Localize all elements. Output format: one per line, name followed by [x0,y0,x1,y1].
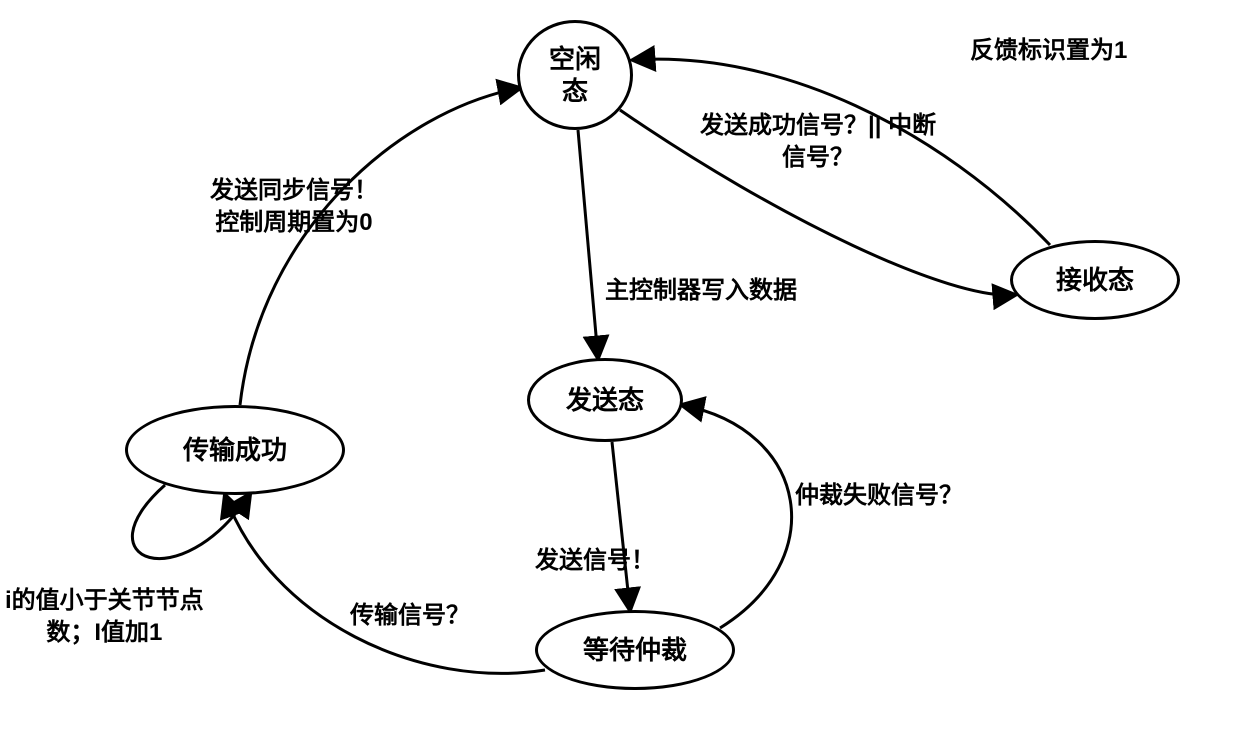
state-success: 传输成功 [125,405,345,495]
label-i-lt: i的值小于关节节点 数；I值加1 [5,585,204,650]
state-idle: 空闲 态 [517,20,633,130]
label-send-sig: 发送信号！ [535,545,655,577]
label-arb-fail: 仲裁失败信号？ [795,480,963,512]
edge-success-to-idle [240,88,520,405]
state-wait: 等待仲裁 [535,610,735,690]
state-receive: 接收态 [1010,240,1180,320]
label-sync: 发送同步信号！ 控制周期置为0 [210,175,378,240]
edge-idle-to-send [578,130,598,358]
label-trans-sig: 传输信号？ [350,600,470,632]
edge-wait-to-success [225,495,545,673]
edge-success-self [132,485,250,559]
edge-wait-to-send [682,405,792,628]
state-diagram: 空闲 态 接收态 发送态 等待仲裁 传输成功 反馈标识置为1 发送成功信号？||… [0,0,1240,740]
label-success-sig: 发送成功信号？|| 中断 信号？ [700,110,936,175]
edge-send-to-wait [612,442,630,610]
state-send: 发送态 [527,358,683,442]
label-write-data: 主控制器写入数据 [605,275,797,307]
label-feedback: 反馈标识置为1 [970,35,1127,67]
